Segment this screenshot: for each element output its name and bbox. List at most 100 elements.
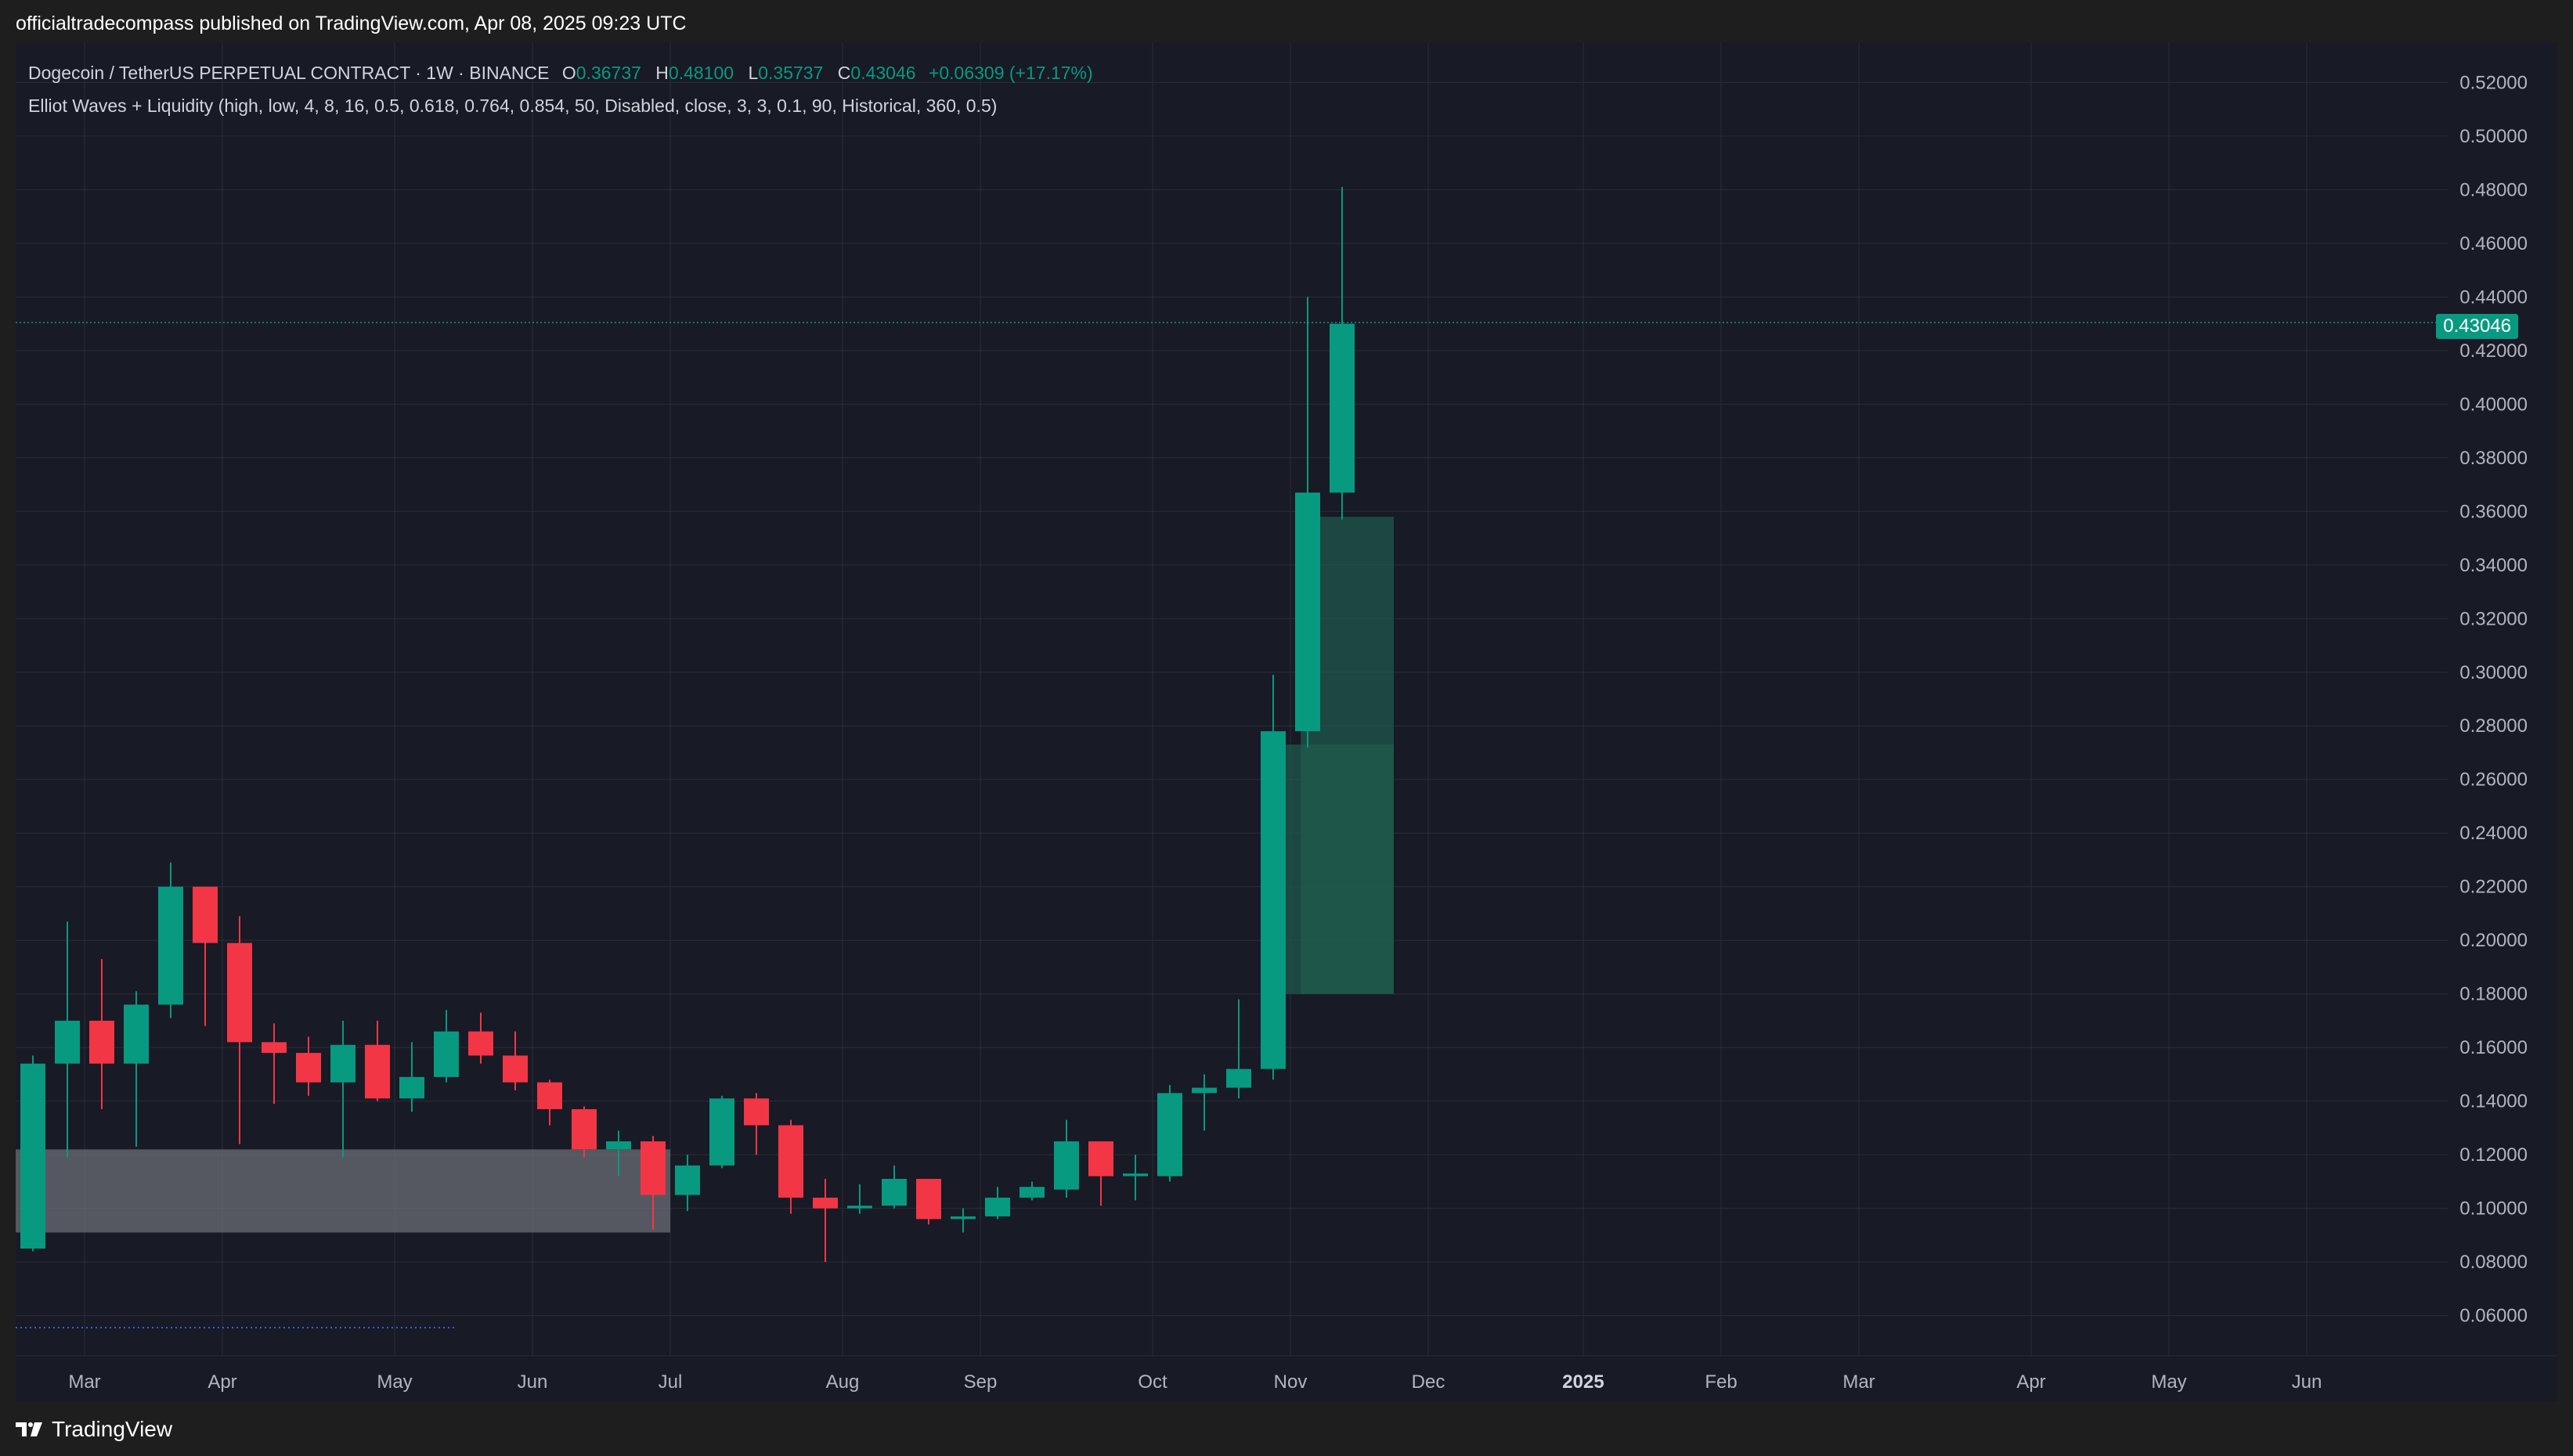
x-tick-label: Mar (68, 1371, 100, 1393)
candle-body (158, 886, 183, 1005)
x-tick-label: May (377, 1371, 412, 1393)
candle-body (468, 1031, 493, 1056)
candle-body (55, 1020, 80, 1064)
candle-body (813, 1197, 838, 1209)
legend-high-value: 0.48100 (668, 63, 734, 83)
y-tick-label: 0.26000 (2459, 769, 2528, 791)
candle-body (537, 1082, 562, 1109)
y-tick-label: 0.40000 (2459, 394, 2528, 415)
tradingview-brand[interactable]: TradingView (16, 1412, 172, 1447)
candle-body (365, 1044, 390, 1099)
footer-bar: TradingView (0, 1401, 2573, 1456)
y-tick-label: 0.50000 (2459, 126, 2528, 147)
candle-body (847, 1206, 872, 1209)
y-tick-label: 0.08000 (2459, 1252, 2528, 1273)
candle-body (606, 1141, 631, 1150)
legend-indicator: Elliot Waves + Liquidity (high, low, 4, … (28, 96, 998, 116)
candle-body (778, 1125, 803, 1198)
legend-high-label: H (655, 63, 669, 83)
x-tick-label: Apr (208, 1371, 236, 1393)
chart-legend: Dogecoin / TetherUS PERPETUAL CONTRACT ·… (28, 55, 1093, 124)
liquidity-zone (16, 1149, 670, 1233)
y-tick-label: 0.32000 (2459, 608, 2528, 629)
x-tick-label: Jun (518, 1371, 548, 1393)
x-tick-label: Oct (1138, 1371, 1167, 1393)
candle-body (503, 1055, 528, 1083)
y-tick-label: 0.12000 (2459, 1144, 2528, 1166)
candle-body (1295, 492, 1320, 732)
candle-body (193, 886, 218, 943)
x-tick-label: Sep (964, 1371, 998, 1393)
x-tick-label: Feb (1705, 1371, 1737, 1393)
candle-body (1019, 1187, 1045, 1198)
y-tick-label: 0.44000 (2459, 287, 2528, 308)
candle-body (89, 1020, 114, 1064)
legend-open-value: 0.36737 (576, 63, 641, 83)
candle-body (1123, 1173, 1148, 1177)
candle-body (882, 1178, 907, 1206)
candle-body (709, 1098, 734, 1166)
y-tick-label: 0.10000 (2459, 1198, 2528, 1220)
legend-close-label: C (837, 63, 851, 83)
chart-pane[interactable]: 0.52000 0.50000 0.48000 0.46000 0.44000 0.420… (16, 42, 2557, 1401)
candle-body (1226, 1069, 1251, 1088)
legend-indicator-row: Elliot Waves + Liquidity (high, low, 4, … (28, 88, 1093, 124)
candle-body (20, 1063, 45, 1249)
y-tick-label: 0.36000 (2459, 501, 2528, 522)
y-tick-label: 0.20000 (2459, 930, 2528, 951)
x-tick-label: Nov (1274, 1371, 1308, 1393)
y-tick-label: 0.28000 (2459, 715, 2528, 737)
y-tick-label: 0.38000 (2459, 448, 2528, 469)
candle-body (985, 1197, 1010, 1216)
candle-body (1088, 1141, 1113, 1177)
x-tick-label: Mar (1842, 1371, 1875, 1393)
y-tick-label: 0.52000 (2459, 72, 2528, 93)
candle-body (675, 1165, 700, 1195)
candle-body (951, 1216, 976, 1220)
y-tick-label: 0.14000 (2459, 1091, 2528, 1112)
publish-header: officialtradecompass published on Tradin… (0, 0, 2573, 42)
legend-low-label: L (748, 63, 759, 83)
price-chart[interactable]: 0.52000 0.50000 0.48000 0.46000 0.44000 0.420… (16, 42, 2557, 1401)
legend-close-value: 0.43046 (850, 63, 916, 83)
y-tick-label: 0.42000 (2459, 341, 2528, 362)
candle-body (227, 942, 252, 1043)
legend-change: +0.06309 (+17.17%) (928, 63, 1093, 83)
y-tick-label: 0.48000 (2459, 179, 2528, 200)
y-tick-label: 0.46000 (2459, 233, 2528, 254)
y-tick-label: 0.24000 (2459, 823, 2528, 844)
candle-body (1192, 1087, 1217, 1094)
x-tick-label: Apr (2016, 1371, 2045, 1393)
legend-low-value: 0.35737 (758, 63, 824, 83)
legend-symbol: Dogecoin / TetherUS PERPETUAL CONTRACT ·… (28, 63, 550, 83)
candle-body (330, 1044, 355, 1083)
candle-body (262, 1042, 287, 1054)
candle-body (641, 1141, 666, 1195)
y-tick-label: 0.30000 (2459, 662, 2528, 683)
brand-name: TradingView (52, 1417, 173, 1441)
x-tick-label: Jul (659, 1371, 683, 1393)
y-tick-label: 0.06000 (2459, 1306, 2528, 1327)
candle-body (434, 1031, 459, 1077)
y-tick-label: 0.34000 (2459, 555, 2528, 576)
y-tick-label: 0.16000 (2459, 1037, 2528, 1058)
candle-body (1330, 323, 1355, 493)
candle-body (744, 1098, 769, 1126)
x-tick-label: Aug (826, 1371, 860, 1393)
candle-body (1261, 731, 1286, 1069)
candle-body (1054, 1141, 1079, 1190)
publish-text: officialtradecompass published on Tradin… (16, 13, 687, 34)
candle-body (916, 1178, 941, 1220)
x-tick-label: Dec (1412, 1371, 1445, 1393)
tradingview-logo-icon (16, 1422, 42, 1436)
current-price-label: 0.43046 (2436, 314, 2518, 339)
candle-body (124, 1004, 149, 1064)
x-tick-label: May (2151, 1371, 2186, 1393)
candle-body (1157, 1093, 1182, 1177)
legend-open-label: O (561, 63, 576, 83)
y-tick-label: 0.22000 (2459, 877, 2528, 898)
candle-body (296, 1053, 321, 1083)
x-tick-label: Jun (2292, 1371, 2322, 1393)
candle-body (572, 1108, 597, 1150)
y-tick-label: 0.18000 (2459, 984, 2528, 1005)
